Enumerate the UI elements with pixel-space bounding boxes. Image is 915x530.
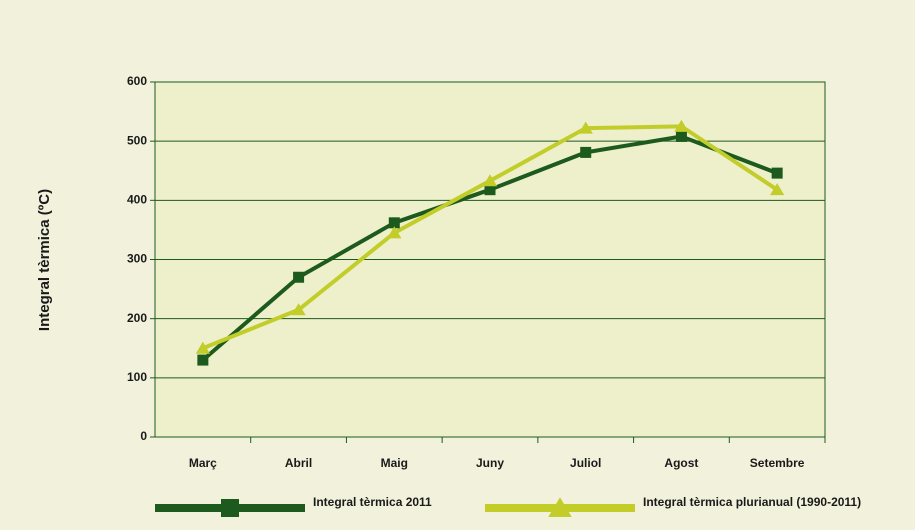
legend-label: Integral tèrmica 2011: [313, 495, 432, 509]
y-tick-label: 300: [127, 252, 147, 266]
marker: [291, 303, 306, 316]
marker: [195, 341, 211, 354]
marker: [674, 119, 689, 132]
marker: [484, 184, 496, 196]
y-tick-label: 600: [127, 74, 147, 88]
x-tick-label: Juny: [476, 456, 504, 470]
x-tick-label: Juliol: [570, 456, 601, 470]
marker: [548, 497, 572, 517]
marker: [675, 130, 687, 142]
marker: [293, 271, 305, 283]
marker: [388, 217, 400, 229]
x-tick-label: Maig: [381, 456, 408, 470]
marker: [387, 226, 402, 239]
marker: [771, 167, 783, 179]
y-tick-label: 500: [127, 133, 147, 147]
y-tick-label: 200: [127, 311, 147, 325]
marker: [221, 499, 239, 517]
marker: [197, 354, 209, 366]
marker: [578, 121, 593, 134]
y-tick-label: 100: [127, 370, 147, 384]
plot-frame: [154, 81, 826, 438]
y-tick-label: 0: [140, 429, 147, 443]
y-axis-label: Integral tèrmica (ºC): [36, 189, 53, 331]
x-tick-label: Agost: [664, 456, 698, 470]
y-tick-label: 400: [127, 193, 147, 207]
marker: [580, 146, 592, 158]
marker: [482, 174, 498, 187]
marker: [769, 183, 785, 196]
x-tick-label: Abril: [285, 456, 312, 470]
x-tick-label: Març: [189, 456, 217, 470]
x-tick-label: Setembre: [750, 456, 805, 470]
legend-label: Integral tèrmica plurianual (1990-2011): [643, 495, 861, 509]
